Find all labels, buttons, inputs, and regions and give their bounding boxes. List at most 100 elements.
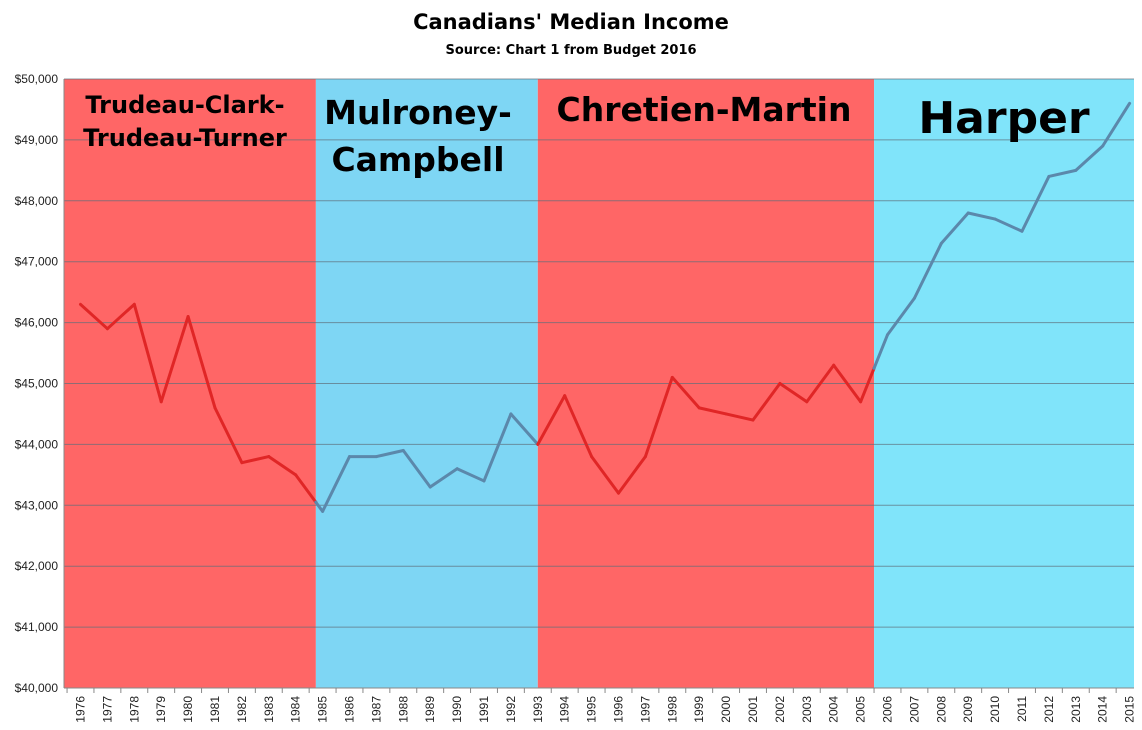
series-segment xyxy=(159,315,190,404)
x-tick-label: 2012 xyxy=(1042,696,1056,723)
y-tick-label: $43,000 xyxy=(15,498,59,512)
x-tick-label: 1979 xyxy=(154,696,168,723)
x-tick-label: 2006 xyxy=(881,696,895,723)
x-tick-label: 2009 xyxy=(961,696,975,723)
x-tick-label: 2005 xyxy=(854,696,868,723)
x-tick-label: 1976 xyxy=(74,696,88,723)
y-tick-label: $44,000 xyxy=(15,437,59,451)
x-tick-label: 2015 xyxy=(1123,696,1137,723)
x-tick-label: 1982 xyxy=(235,696,249,723)
x-tick-label: 2002 xyxy=(773,696,787,723)
era-label: Harper xyxy=(918,93,1090,144)
series-line xyxy=(79,101,1132,513)
series-segment xyxy=(886,296,916,337)
series-segment xyxy=(240,455,271,465)
x-tick-label: 1981 xyxy=(208,696,222,723)
x-tick-label: 1994 xyxy=(558,696,572,723)
series-segment xyxy=(213,406,244,465)
axes xyxy=(63,79,1134,689)
x-axis-ticks: 1976 1977 1978 1979 1980 1981 1982 1983 1984 1985… xyxy=(66,688,1137,723)
x-tick-label: 2013 xyxy=(1069,696,1083,723)
series-segment xyxy=(805,363,836,404)
series-segment xyxy=(267,455,298,477)
series-segment xyxy=(1047,168,1078,178)
y-tick-label: $48,000 xyxy=(15,194,59,208)
x-tick-label: 2000 xyxy=(719,696,733,723)
x-tick-label: 2014 xyxy=(1096,696,1110,723)
x-tick-label: 1986 xyxy=(343,696,357,723)
x-tick-label: 1992 xyxy=(504,696,518,723)
x-tick-label: 1989 xyxy=(423,696,437,723)
series-segment xyxy=(186,315,217,410)
x-tick-label: 2007 xyxy=(907,696,921,723)
series-segment xyxy=(832,363,863,404)
series-segment xyxy=(105,302,136,331)
era-label: Chretien-Martin xyxy=(557,90,852,129)
series-segment xyxy=(1020,174,1051,233)
x-tick-label: 2010 xyxy=(988,696,1002,723)
y-tick-label: $45,000 xyxy=(15,377,59,391)
x-tick-label: 1993 xyxy=(531,696,545,723)
series-segment xyxy=(912,241,943,300)
x-tick-label: 1996 xyxy=(612,696,626,723)
x-tick-label: 2004 xyxy=(827,696,841,723)
series-segment xyxy=(993,217,1024,233)
chart-subtitle: Source: Chart 1 from Budget 2016 xyxy=(445,43,697,58)
series-segment xyxy=(1101,101,1132,148)
x-tick-label: 1980 xyxy=(181,696,195,723)
x-tick-label: 1990 xyxy=(450,696,464,723)
series-segment xyxy=(536,394,567,446)
y-tick-label: $46,000 xyxy=(15,316,59,330)
x-tick-label: 1997 xyxy=(638,696,652,723)
x-tick-label: 1984 xyxy=(289,696,303,723)
series-segment xyxy=(401,448,432,489)
series-segment xyxy=(939,211,970,245)
series-segment xyxy=(374,448,405,459)
series-segment xyxy=(859,366,876,404)
x-tick-label: 1995 xyxy=(585,696,599,723)
era-label: Mulroney- xyxy=(324,93,512,132)
series-segment xyxy=(966,211,997,221)
series-segment xyxy=(670,375,701,410)
x-tick-label: 2008 xyxy=(934,696,948,723)
y-tick-label: $40,000 xyxy=(15,681,59,695)
series-segment xyxy=(79,302,109,331)
series-segment xyxy=(314,500,325,513)
chart-title: Canadians' Median Income xyxy=(413,10,729,34)
series-segment xyxy=(482,412,513,483)
x-tick-label: 1985 xyxy=(316,696,330,723)
series-segment xyxy=(590,455,620,495)
era-labels: Trudeau-Clark- Trudeau-Turner Mulroney- Cam… xyxy=(83,90,1090,179)
series-segment xyxy=(455,467,486,483)
series-segment xyxy=(563,394,594,459)
y-axis-ticks: $40,000 $41,000 $42,000 $43,000 $44,000 $45,0… xyxy=(15,72,59,695)
y-tick-label: $49,000 xyxy=(15,133,59,147)
series-segment xyxy=(778,382,809,404)
series-segment xyxy=(697,406,728,416)
series-segment xyxy=(724,412,755,422)
y-tick-label: $50,000 xyxy=(15,72,59,86)
era-label: Trudeau-Clark- xyxy=(85,91,284,119)
series-segment xyxy=(872,333,889,370)
x-tick-label: 1983 xyxy=(262,696,276,723)
x-tick-label: 1991 xyxy=(477,696,491,723)
series-segment xyxy=(428,467,459,489)
x-tick-label: 2003 xyxy=(800,696,814,723)
x-tick-label: 1977 xyxy=(100,696,114,723)
series-segment xyxy=(132,302,163,404)
era-label: Trudeau-Turner xyxy=(83,124,287,152)
series-segment xyxy=(617,455,647,495)
era-label: Campbell xyxy=(331,140,504,179)
y-tick-label: $42,000 xyxy=(15,559,59,573)
y-tick-label: $47,000 xyxy=(15,255,59,269)
x-tick-label: 2001 xyxy=(746,696,760,723)
series-segment xyxy=(321,455,351,513)
series-segment xyxy=(751,382,782,422)
x-tick-label: 1998 xyxy=(665,696,679,723)
x-tick-label: 1999 xyxy=(692,696,706,723)
x-tick-label: 2011 xyxy=(1015,696,1029,722)
x-tick-label: 1987 xyxy=(369,696,383,723)
y-tick-label: $41,000 xyxy=(15,620,59,634)
series-segment xyxy=(643,375,674,459)
